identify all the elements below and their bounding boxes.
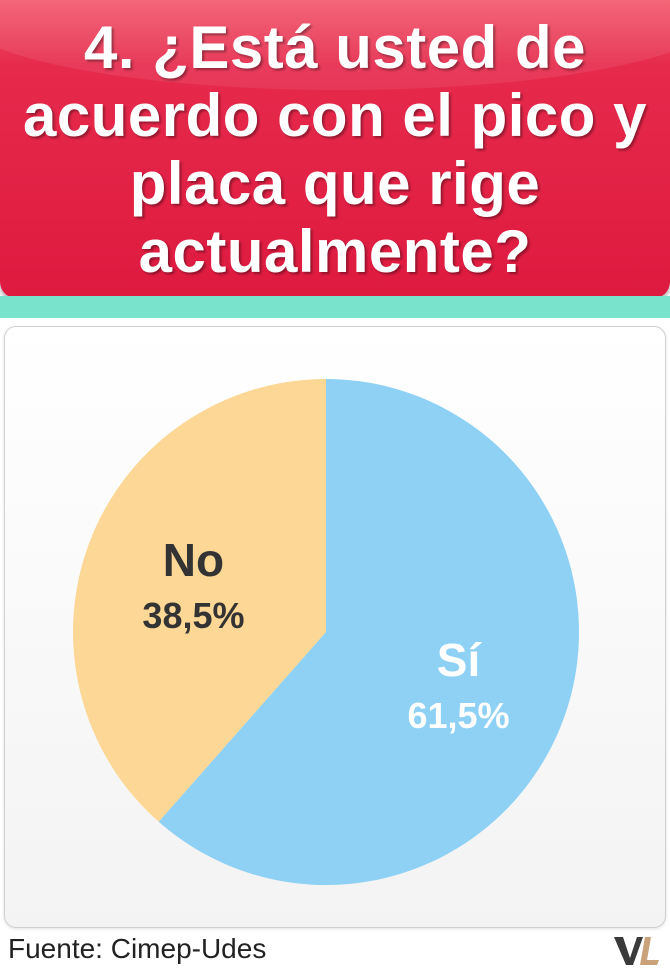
vl-logo-icon — [614, 937, 659, 965]
source-credit: Fuente: Cimep-Udes — [8, 933, 267, 964]
question-title: 4. ¿Está usted de acuerdo con el pico y … — [22, 14, 647, 285]
slice-value-si: 61,5% — [407, 695, 509, 736]
chart-panel: Sí 61,5% No 38,5% — [4, 326, 666, 928]
pie-labels: Sí 61,5% No 38,5% — [142, 534, 509, 736]
slice-value-no: 38,5% — [142, 595, 244, 636]
question-header: 4. ¿Está usted de acuerdo con el pico y … — [0, 0, 670, 298]
accent-band — [0, 296, 670, 318]
header-gloss — [0, 0, 670, 90]
pie-slice-no — [73, 379, 326, 822]
slice-label-no: No — [163, 534, 224, 586]
pie-slices — [73, 379, 579, 885]
pie-chart: Sí 61,5% No 38,5% — [73, 379, 579, 885]
pie-slice-si — [158, 379, 579, 885]
slice-label-si: Sí — [437, 634, 483, 686]
